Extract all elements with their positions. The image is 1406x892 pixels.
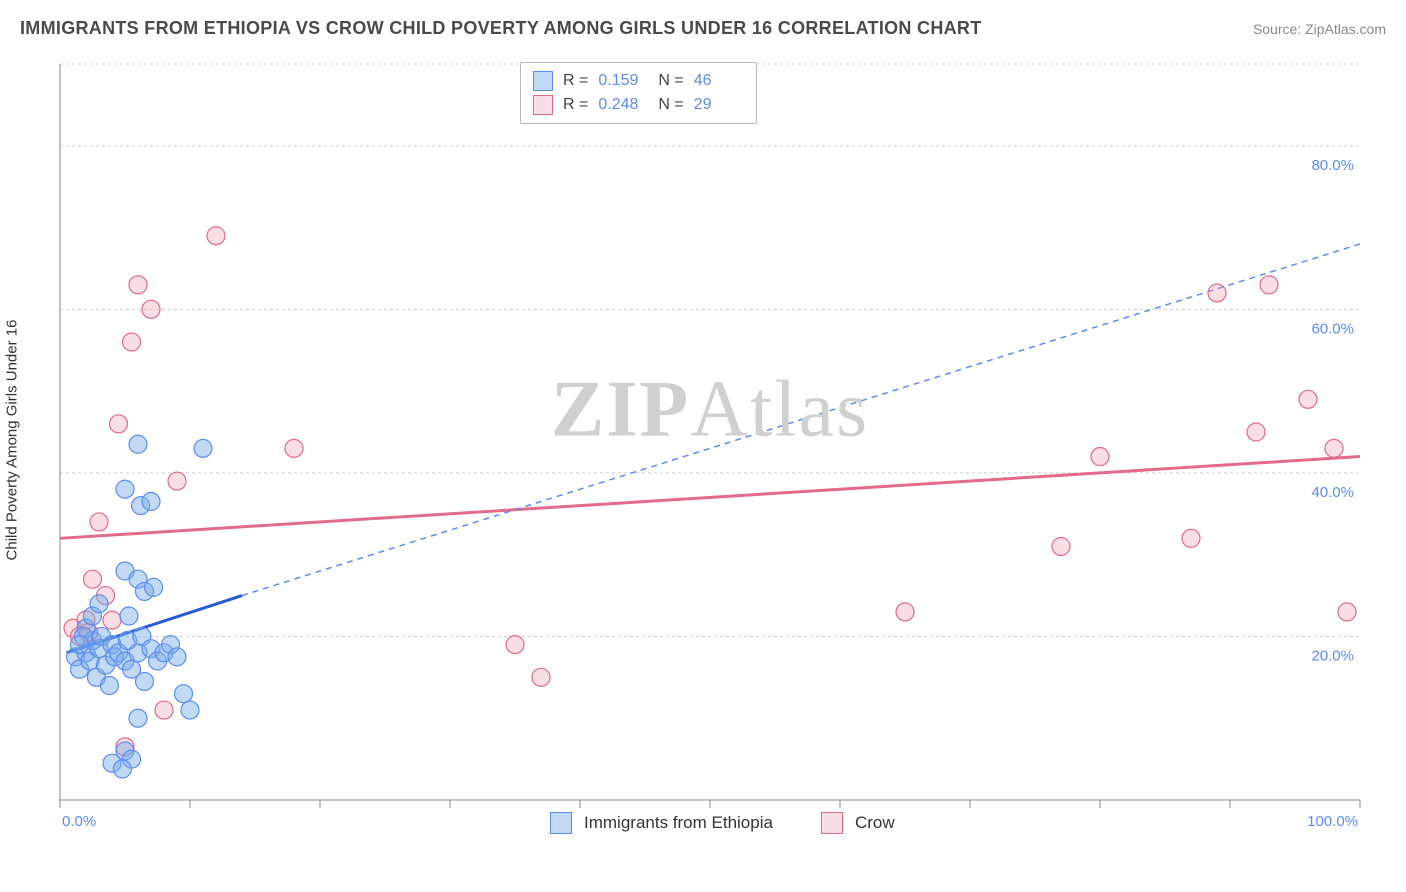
legend-swatch-pink-2 — [821, 812, 843, 834]
svg-text:20.0%: 20.0% — [1311, 647, 1354, 664]
series-legend: Immigrants from Ethiopia Crow — [550, 808, 895, 838]
source-attribution: Source: ZipAtlas.com — [1253, 21, 1386, 37]
chart-area: Child Poverty Among Girls Under 16 ZIPAt… — [50, 60, 1370, 820]
svg-text:40.0%: 40.0% — [1311, 484, 1354, 501]
svg-text:60.0%: 60.0% — [1311, 320, 1354, 337]
svg-text:80.0%: 80.0% — [1311, 157, 1354, 174]
chart-title: IMMIGRANTS FROM ETHIOPIA VS CROW CHILD P… — [20, 18, 982, 39]
legend-swatch-blue — [533, 71, 553, 91]
y-axis-label: Child Poverty Among Girls Under 16 — [4, 320, 21, 561]
correlation-legend: R = 0.159 N = 46 R = 0.248 N = 29 — [520, 62, 757, 124]
legend-label-pink: Crow — [855, 813, 895, 833]
legend-swatch-pink — [533, 95, 553, 115]
legend-label-blue: Immigrants from Ethiopia — [584, 813, 773, 833]
legend-swatch-blue-2 — [550, 812, 572, 834]
svg-text:0.0%: 0.0% — [62, 813, 96, 830]
svg-text:100.0%: 100.0% — [1307, 813, 1358, 830]
scatter-plot: 20.0% 40.0% 60.0% 80.0% 0.0% 100.0% — [50, 60, 1370, 840]
